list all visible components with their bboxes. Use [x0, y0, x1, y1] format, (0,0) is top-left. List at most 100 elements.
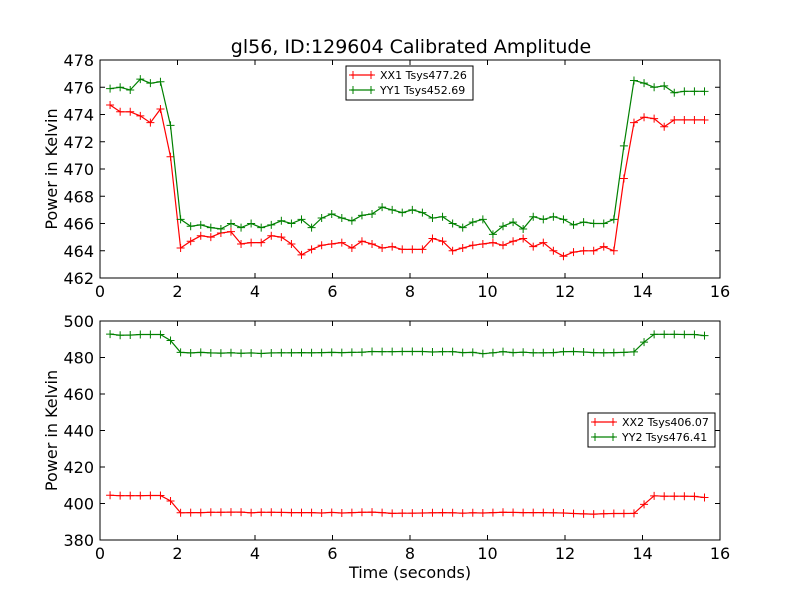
- data-point: [166, 336, 175, 345]
- y-tick-label: 476: [63, 78, 94, 97]
- x-tick-label: 16: [710, 282, 730, 301]
- y-tick-label: 464: [63, 242, 94, 261]
- data-point: [368, 239, 377, 248]
- data-point: [398, 509, 407, 518]
- legend: XX1 Tsys477.26 YY1 Tsys452.69: [345, 65, 474, 101]
- data-point: [640, 338, 649, 347]
- data-point: [519, 348, 528, 357]
- data-point: [458, 348, 467, 357]
- x-tick-label: 16: [710, 544, 730, 563]
- x-tick-label: 4: [250, 544, 260, 563]
- data-point: [458, 223, 467, 232]
- data-point: [126, 331, 135, 340]
- data-point: [448, 347, 457, 356]
- data-point: [670, 492, 679, 501]
- data-point: [650, 330, 659, 339]
- data-point: [579, 218, 588, 227]
- data-point: [488, 230, 497, 239]
- data-point: [599, 219, 608, 228]
- data-point: [519, 224, 528, 233]
- x-tick-label: 12: [555, 544, 575, 563]
- data-point: [357, 508, 366, 517]
- data-point: [468, 508, 477, 517]
- data-point: [116, 331, 125, 340]
- data-point: [549, 212, 558, 221]
- data-point: [549, 348, 558, 357]
- data-point: [176, 348, 185, 357]
- data-point: [509, 218, 518, 227]
- data-point: [700, 115, 709, 124]
- data-point: [106, 100, 115, 109]
- legend-marker: [367, 71, 375, 79]
- data-point: [488, 508, 497, 517]
- data-point: [468, 241, 477, 250]
- y-tick-label: 472: [63, 133, 94, 152]
- data-point: [549, 508, 558, 517]
- data-point: [549, 246, 558, 255]
- data-point: [408, 347, 417, 356]
- data-point: [650, 114, 659, 123]
- legend-marker: [349, 71, 357, 79]
- data-point: [700, 87, 709, 96]
- data-point: [569, 248, 578, 257]
- data-point: [126, 85, 135, 94]
- data-point: [126, 491, 135, 500]
- data-point: [690, 87, 699, 96]
- x-tick-label: 4: [250, 282, 260, 301]
- chart-title: gl56, ID:129604 Calibrated Amplitude: [231, 36, 591, 58]
- y-tick-label: 440: [63, 422, 94, 441]
- legend-label: XX1 Tsys477.26: [380, 69, 467, 82]
- data-point: [448, 246, 457, 255]
- x-tick-label: 14: [632, 544, 652, 563]
- data-point: [619, 141, 628, 150]
- x-axis-label: Time (seconds): [348, 563, 471, 582]
- data-point: [206, 508, 215, 517]
- series-line-1-1: [109, 104, 705, 257]
- y-tick-label: 480: [63, 349, 94, 368]
- data-point: [357, 211, 366, 220]
- data-point: [196, 348, 205, 357]
- data-point: [619, 509, 628, 518]
- data-point: [700, 331, 709, 340]
- data-point: [388, 205, 397, 214]
- y-tick-label: 460: [63, 385, 94, 404]
- y-tick-label: 420: [63, 458, 94, 477]
- data-point: [206, 223, 215, 232]
- subplot-1: 0 2 4 6 8 10 12 14 16462464466468470472474476478…: [42, 51, 730, 301]
- data-point: [559, 508, 568, 517]
- data-point: [116, 83, 125, 92]
- data-point: [156, 77, 165, 86]
- data-point: [206, 348, 215, 357]
- data-point: [408, 245, 417, 254]
- data-point: [660, 122, 669, 131]
- data-point: [277, 216, 286, 225]
- data-point: [539, 215, 548, 224]
- data-point: [247, 238, 256, 247]
- data-point: [257, 508, 266, 517]
- data-point: [347, 508, 356, 517]
- data-point: [257, 349, 266, 358]
- data-point: [499, 222, 507, 231]
- data-point: [327, 348, 336, 357]
- data-point: [378, 347, 387, 356]
- x-tick-label: 2: [172, 544, 182, 563]
- data-point: [539, 348, 548, 357]
- data-point: [428, 214, 437, 223]
- data-point: [388, 347, 397, 356]
- y-tick-label: 478: [63, 51, 94, 70]
- x-tick-label: 2: [172, 282, 182, 301]
- data-point: [509, 237, 518, 246]
- data-point: [428, 508, 437, 517]
- data-point: [176, 215, 185, 224]
- data-point: [186, 237, 195, 246]
- data-point: [640, 113, 649, 122]
- data-point: [166, 496, 175, 505]
- data-point: [247, 219, 256, 228]
- data-point: [136, 75, 145, 84]
- data-point: [216, 508, 225, 517]
- data-point: [337, 508, 346, 517]
- data-point: [519, 508, 528, 517]
- data-point: [307, 508, 316, 517]
- data-point: [660, 492, 669, 501]
